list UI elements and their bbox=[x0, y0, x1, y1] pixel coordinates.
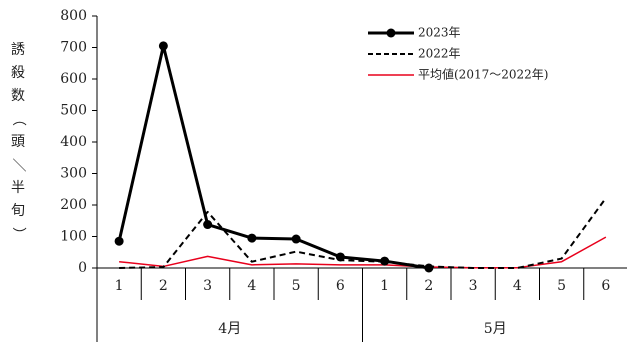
legend-label: 平均値(2017～2022年) bbox=[418, 67, 548, 82]
y-axis-label: 誘殺数 （ 頭 ／ 半旬 ） bbox=[10, 42, 26, 241]
x-axis-month-groups: 4月 5月 bbox=[218, 321, 506, 337]
data-point bbox=[114, 236, 124, 246]
x-tick-label: 4 bbox=[513, 278, 522, 294]
y-axis-label-char: 誘 bbox=[11, 42, 25, 58]
x-tick-label: 1 bbox=[380, 278, 389, 294]
y-axis-label-char: ） bbox=[10, 227, 26, 241]
y-axis-label-char: 旬 bbox=[11, 203, 25, 219]
y-axis-ticks: 0 100 200 300 400 500 600 700 800 bbox=[60, 8, 97, 276]
data-point bbox=[247, 233, 257, 243]
x-tick-label: 3 bbox=[469, 278, 478, 294]
y-axis-label-char: ／ bbox=[10, 158, 26, 172]
y-axis-label-char: 半 bbox=[11, 180, 25, 196]
series-lines bbox=[114, 41, 607, 273]
y-tick-label: 0 bbox=[78, 260, 87, 276]
y-tick-label: 700 bbox=[60, 40, 87, 56]
legend-marker bbox=[386, 28, 396, 38]
x-tick-label: 3 bbox=[203, 278, 212, 294]
y-tick-label: 200 bbox=[60, 197, 87, 213]
series-line-1 bbox=[119, 197, 607, 269]
month-label: 4月 bbox=[218, 321, 241, 337]
y-axis-label-char: 殺 bbox=[11, 65, 25, 81]
y-tick-label: 300 bbox=[60, 166, 87, 182]
data-point bbox=[335, 252, 345, 262]
month-label: 5月 bbox=[484, 321, 507, 337]
x-tick-label: 5 bbox=[557, 278, 566, 294]
series-line-2 bbox=[119, 236, 607, 269]
y-tick-label: 600 bbox=[60, 71, 87, 87]
y-tick-label: 500 bbox=[60, 103, 87, 119]
legend-label: 2022年 bbox=[418, 47, 461, 61]
y-axis-label-char: 数 bbox=[11, 88, 25, 104]
x-tick-label: 6 bbox=[601, 278, 610, 294]
x-axis-categories: 1 2 3 4 5 6 1 2 3 4 5 6 bbox=[115, 268, 610, 342]
series-line-0 bbox=[117, 44, 430, 270]
x-tick-label: 2 bbox=[159, 278, 168, 294]
y-tick-label: 100 bbox=[60, 229, 87, 245]
data-point bbox=[291, 234, 301, 244]
data-point bbox=[424, 263, 434, 273]
data-point bbox=[380, 256, 390, 266]
y-axis-label-char: 頭 bbox=[11, 134, 25, 150]
y-tick-label: 800 bbox=[60, 8, 87, 24]
y-tick-label: 400 bbox=[60, 134, 87, 150]
y-axis-label-char: （ bbox=[10, 112, 26, 126]
x-tick-label: 5 bbox=[292, 278, 301, 294]
data-point bbox=[158, 41, 168, 51]
legend-label: 2023年 bbox=[418, 26, 461, 40]
x-tick-label: 6 bbox=[336, 278, 345, 294]
x-tick-label: 2 bbox=[424, 278, 433, 294]
x-tick-label: 4 bbox=[247, 278, 256, 294]
x-tick-label: 1 bbox=[115, 278, 124, 294]
data-point bbox=[203, 220, 213, 230]
